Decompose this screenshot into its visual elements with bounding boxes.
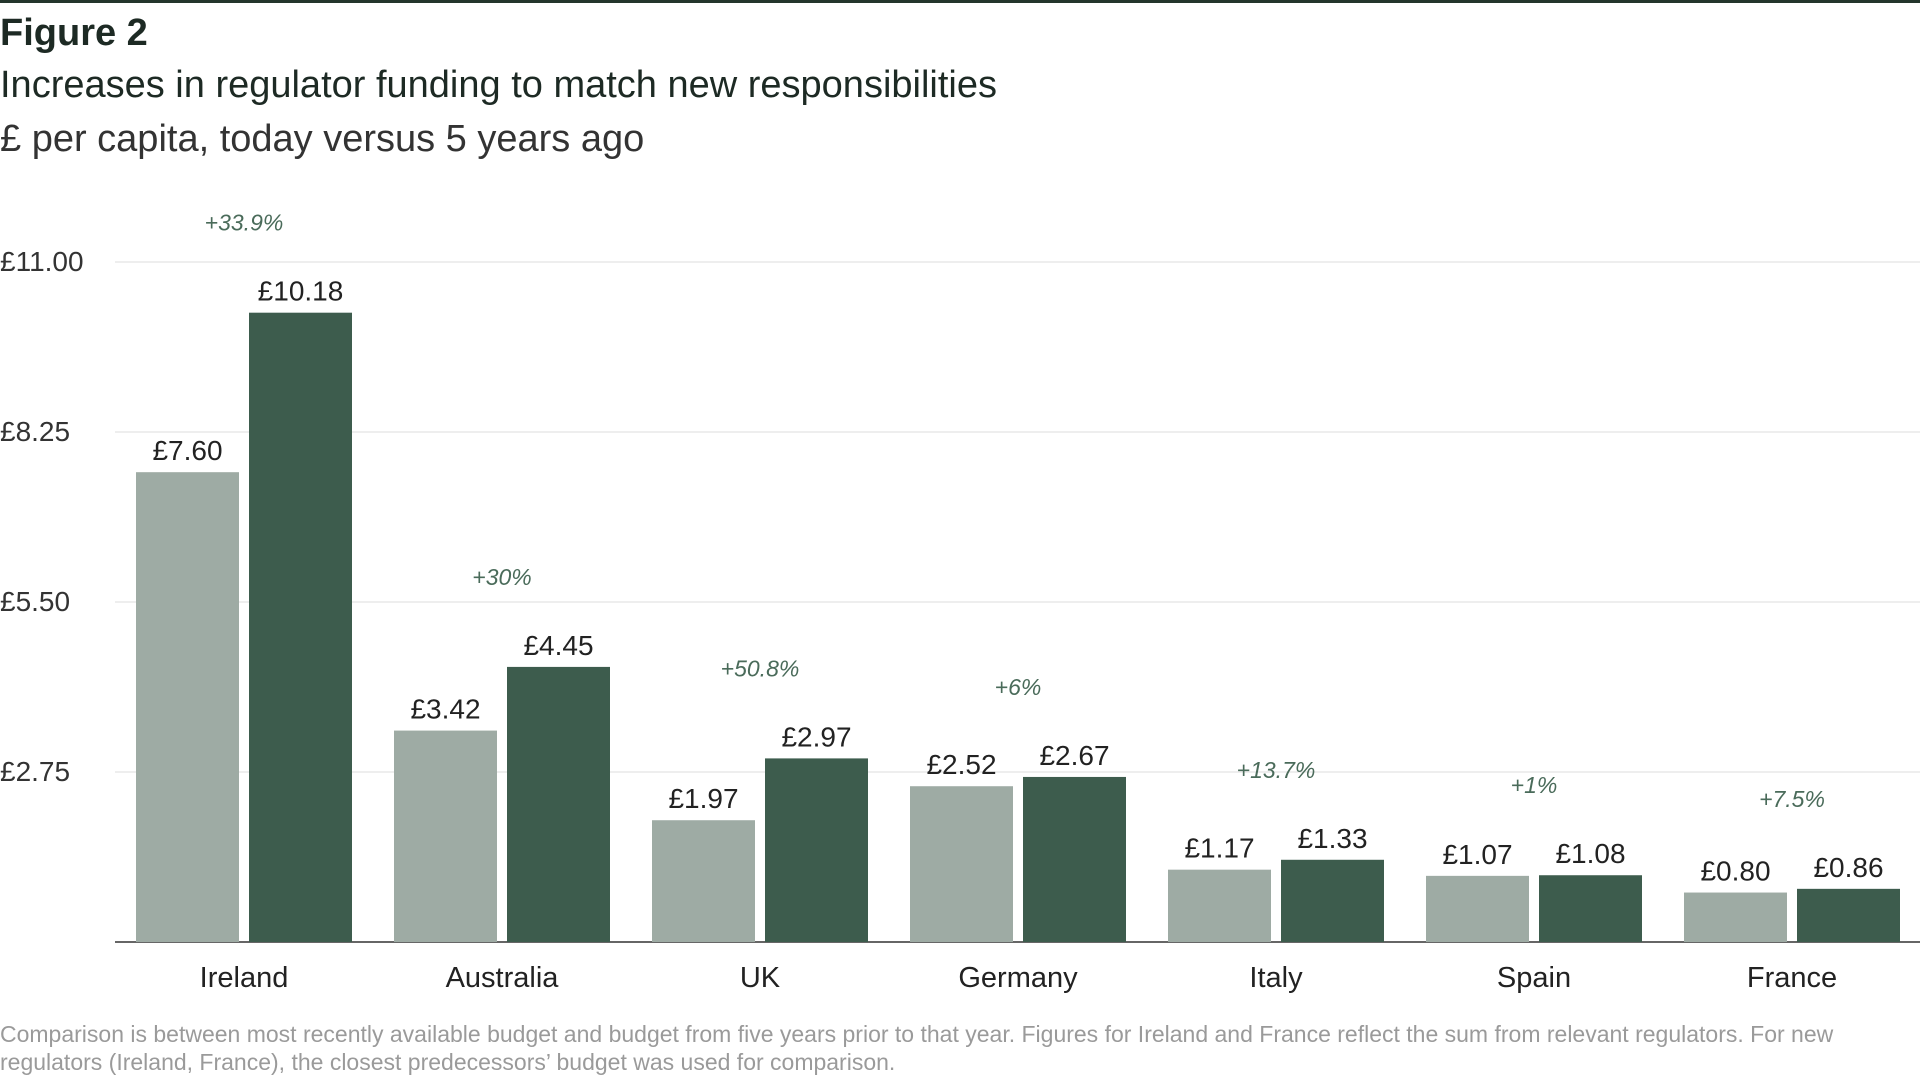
x-tick-label: Spain (1497, 962, 1571, 994)
chart-title: Increases in regulator funding to match … (0, 64, 997, 106)
y-tick-label: £11.00 (0, 246, 84, 277)
bar-today (1539, 875, 1642, 942)
figure-label: Figure 2 (0, 12, 148, 54)
bar-value-label: £2.52 (926, 749, 996, 780)
x-tick-label: Australia (446, 962, 560, 994)
x-tick-label: France (1747, 962, 1837, 994)
percent-change-label: +7.5% (1759, 786, 1825, 812)
x-tick-label: Italy (1249, 962, 1303, 994)
bar-value-label: £10.18 (258, 276, 344, 307)
bar-today (765, 758, 868, 942)
bar-value-label: £1.33 (1297, 823, 1367, 854)
bar-value-label: £1.08 (1555, 838, 1625, 869)
bar-chart: £2.75 £5.50 £8.25 £11.00 £7.60 £10.18 +33.9% Ir… (0, 210, 1920, 994)
bar-today (1281, 859, 1384, 942)
x-tick-label: UK (740, 962, 781, 994)
bar-value-label: £0.80 (1700, 856, 1770, 887)
bar-value-label: £2.97 (781, 721, 851, 752)
percent-change-label: +6% (995, 674, 1042, 700)
y-tick-label: £2.75 (0, 756, 70, 787)
bar-today (507, 666, 610, 942)
bar-today (1797, 888, 1900, 942)
chart-footnote: Comparison is between most recently avai… (0, 1021, 1834, 1075)
bar-value-label: £4.45 (523, 630, 593, 661)
chart-subtitle: £ per capita, today versus 5 years ago (0, 118, 645, 160)
percent-change-label: +50.8% (721, 655, 800, 681)
bar-five-years-ago (136, 472, 239, 942)
percent-change-label: +30% (472, 564, 531, 590)
bar-value-label: £1.07 (1442, 839, 1512, 870)
bar-value-label: £0.86 (1813, 852, 1883, 883)
bar-five-years-ago (1684, 892, 1787, 942)
bar-value-label: £1.17 (1184, 833, 1254, 864)
percent-change-label: +1% (1511, 772, 1558, 798)
x-tick-label: Ireland (200, 962, 289, 994)
bar-five-years-ago (1426, 875, 1529, 942)
bar-five-years-ago (394, 730, 497, 942)
bar-today (1023, 776, 1126, 942)
bar-value-label: £3.42 (410, 694, 480, 725)
top-rule (0, 0, 1920, 3)
x-tick-label: Germany (958, 962, 1078, 994)
bar-today (249, 312, 352, 942)
percent-change-label: +33.9% (205, 210, 284, 236)
bar-five-years-ago (1168, 869, 1271, 942)
bar-value-label: £7.60 (152, 435, 222, 466)
bar-value-label: £2.67 (1039, 740, 1109, 771)
bar-five-years-ago (910, 786, 1013, 942)
y-tick-label: £8.25 (0, 416, 70, 447)
percent-change-label: +13.7% (1237, 757, 1316, 783)
bar-five-years-ago (652, 820, 755, 942)
bar-value-label: £1.97 (668, 783, 738, 814)
y-tick-label: £5.50 (0, 586, 70, 617)
